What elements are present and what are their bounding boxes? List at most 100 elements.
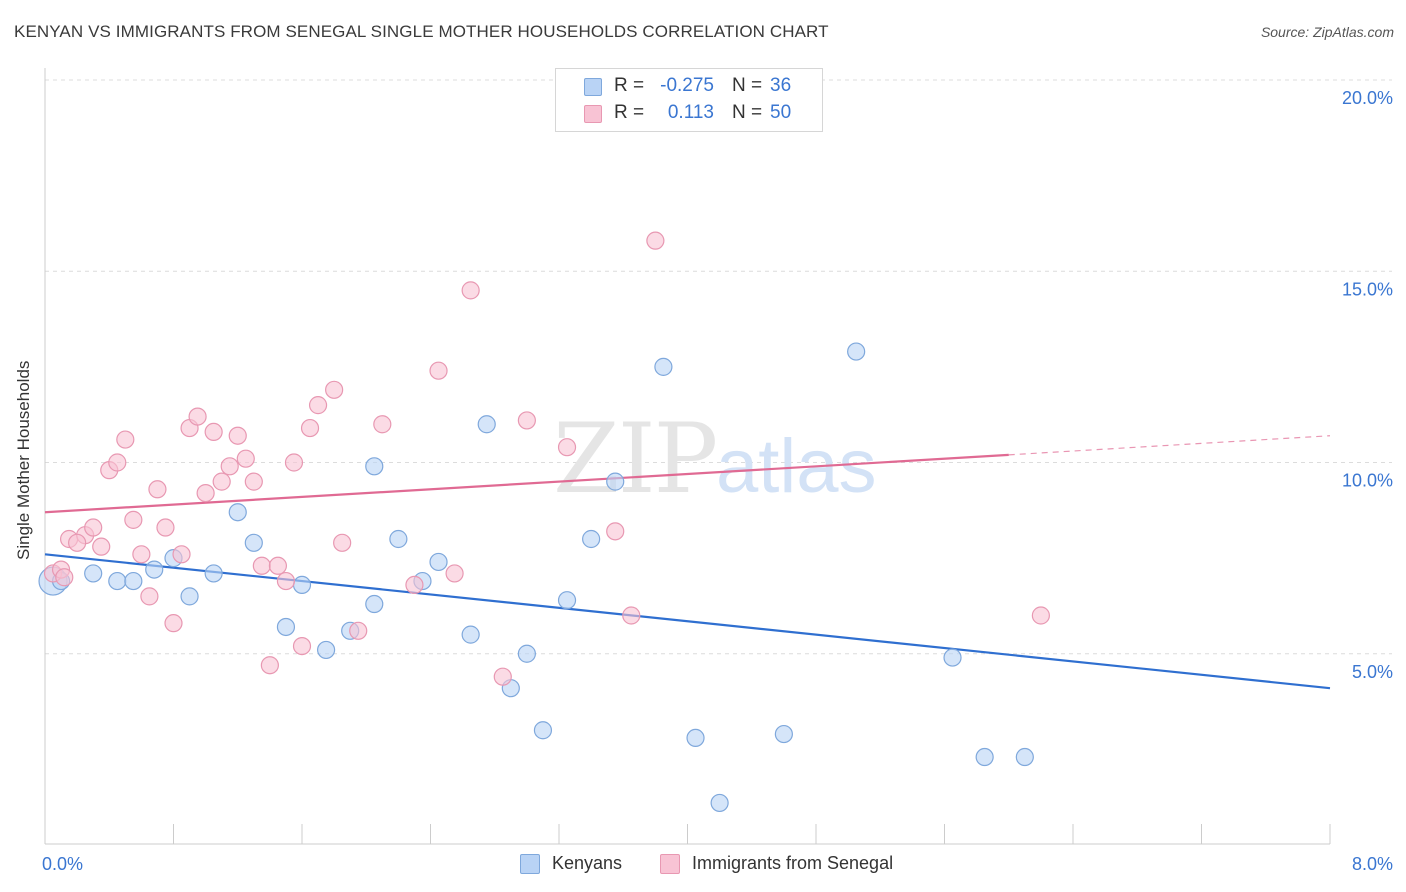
point-kenyans bbox=[145, 560, 164, 579]
tick-labels: 5.0% 10.0% 15.0% 20.0% 0.0% 8.0% bbox=[42, 88, 1393, 874]
legend-r-value: -0.275 bbox=[660, 75, 714, 96]
legend-n-label: N = bbox=[732, 75, 763, 96]
data-points bbox=[38, 231, 1050, 813]
point-kenyans bbox=[292, 575, 312, 595]
point-senegal bbox=[196, 484, 215, 503]
point-senegal bbox=[124, 510, 143, 529]
point-senegal bbox=[204, 422, 223, 441]
point-kenyans bbox=[204, 564, 223, 583]
point-senegal bbox=[92, 537, 111, 556]
legend-r-label: R = bbox=[614, 75, 645, 96]
y-tick-label: 5.0% bbox=[1352, 662, 1393, 682]
legend-n-value: 50 bbox=[770, 102, 792, 123]
legend-n-label: N = bbox=[732, 102, 763, 123]
bottom-legend-label: Immigrants from Senegal bbox=[692, 853, 894, 873]
point-kenyans bbox=[477, 415, 496, 434]
point-senegal bbox=[646, 231, 665, 250]
legend-r-label: R = bbox=[614, 102, 645, 123]
point-kenyans bbox=[365, 594, 384, 614]
point-kenyans bbox=[84, 564, 103, 583]
point-senegal bbox=[116, 430, 135, 449]
point-senegal bbox=[236, 449, 255, 468]
x-tick-label: 8.0% bbox=[1352, 854, 1393, 874]
point-kenyans bbox=[606, 472, 625, 491]
y-tick-label: 15.0% bbox=[1342, 279, 1393, 299]
point-kenyans bbox=[461, 625, 480, 644]
point-kenyans bbox=[686, 728, 705, 748]
point-senegal bbox=[557, 438, 577, 457]
legend-swatch-senegal bbox=[584, 105, 602, 123]
point-senegal bbox=[212, 472, 231, 491]
point-senegal bbox=[132, 545, 151, 564]
point-kenyans bbox=[654, 357, 673, 376]
y-tick-label: 10.0% bbox=[1342, 471, 1393, 491]
bottom-swatch-kenyans bbox=[520, 854, 540, 874]
point-kenyans bbox=[228, 503, 247, 522]
point-senegal bbox=[172, 545, 191, 564]
point-kenyans bbox=[1015, 747, 1034, 767]
point-kenyans bbox=[108, 571, 127, 591]
point-kenyans bbox=[124, 571, 143, 591]
point-senegal bbox=[325, 380, 344, 399]
point-senegal bbox=[300, 418, 320, 438]
trend-line-kenyans bbox=[44, 553, 1331, 690]
point-kenyans bbox=[582, 529, 601, 549]
point-kenyans bbox=[557, 591, 577, 610]
point-senegal bbox=[517, 411, 536, 430]
point-senegal bbox=[55, 568, 74, 587]
point-senegal bbox=[445, 564, 464, 583]
correlation-legend: R = -0.275 N = 36 R = 0.113 N = 50 bbox=[555, 68, 823, 132]
point-kenyans bbox=[316, 640, 336, 660]
point-kenyans bbox=[429, 552, 448, 572]
point-senegal bbox=[140, 587, 159, 606]
grid-lines bbox=[45, 79, 1392, 655]
point-senegal bbox=[292, 636, 312, 656]
y-tick-label: 20.0% bbox=[1342, 88, 1393, 108]
point-senegal bbox=[284, 453, 304, 472]
x-tick-label: 0.0% bbox=[42, 854, 83, 874]
axes bbox=[44, 68, 1331, 845]
point-kenyans bbox=[847, 342, 866, 361]
point-senegal bbox=[84, 518, 103, 537]
point-kenyans bbox=[710, 793, 729, 813]
point-senegal bbox=[622, 606, 641, 625]
point-senegal bbox=[260, 656, 279, 675]
point-senegal bbox=[228, 426, 247, 445]
point-kenyans bbox=[389, 529, 408, 549]
point-senegal bbox=[493, 667, 512, 686]
point-kenyans bbox=[774, 724, 793, 744]
point-senegal bbox=[220, 457, 239, 476]
bottom-legend-label: Kenyans bbox=[552, 853, 623, 873]
point-kenyans bbox=[365, 457, 384, 476]
trend-line-dashed-senegal bbox=[1008, 435, 1331, 456]
point-senegal bbox=[244, 472, 263, 491]
y-axis-label: Single Mother Households bbox=[14, 360, 33, 560]
point-kenyans bbox=[943, 648, 962, 667]
point-senegal bbox=[333, 533, 352, 552]
legend-r-value: 0.113 bbox=[667, 102, 714, 123]
point-senegal bbox=[429, 361, 448, 380]
trend-lines bbox=[44, 435, 1331, 690]
bottom-swatch-senegal bbox=[660, 854, 680, 874]
point-senegal bbox=[148, 480, 167, 499]
chart-title: KENYAN VS IMMIGRANTS FROM SENEGAL SINGLE… bbox=[14, 22, 829, 41]
point-senegal bbox=[68, 533, 87, 552]
legend-swatch-kenyans bbox=[584, 78, 602, 96]
point-senegal bbox=[308, 396, 328, 415]
point-senegal bbox=[349, 621, 368, 640]
source-label: Source: ZipAtlas.com bbox=[1260, 24, 1394, 40]
point-senegal bbox=[188, 407, 207, 426]
point-kenyans bbox=[180, 587, 199, 606]
point-senegal bbox=[276, 571, 296, 591]
point-senegal bbox=[268, 556, 288, 575]
point-senegal bbox=[164, 614, 183, 633]
trend-line-senegal bbox=[44, 453, 1009, 514]
point-kenyans bbox=[517, 644, 536, 663]
point-senegal bbox=[405, 575, 424, 595]
point-kenyans bbox=[533, 721, 553, 740]
point-senegal bbox=[156, 518, 175, 537]
point-kenyans bbox=[276, 617, 296, 637]
point-senegal bbox=[252, 556, 271, 575]
point-senegal bbox=[1031, 606, 1050, 625]
